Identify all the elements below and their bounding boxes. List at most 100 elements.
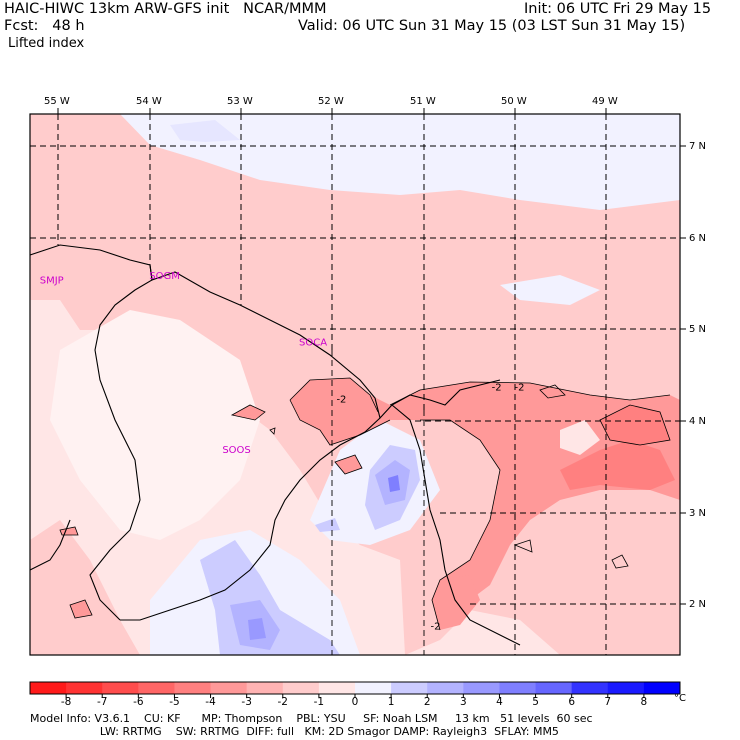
colorbar-swatch <box>102 682 139 694</box>
field-region <box>120 114 680 210</box>
station-label: SOOS <box>222 445 250 456</box>
contour-line <box>513 539 533 553</box>
header-title: HAIC-HIWC 13km ARW-GFS init NCAR/MMM <box>4 1 327 17</box>
contour-line <box>334 454 363 475</box>
colorbar-tick-label: 0 <box>351 696 359 708</box>
station-label: SOCA <box>299 338 327 349</box>
colorbar-swatch <box>571 682 609 694</box>
contour-line <box>59 526 79 536</box>
contour-line <box>420 419 501 631</box>
colorbar-swatch <box>138 682 175 694</box>
contour-line <box>611 554 629 569</box>
political-boundaries <box>29 244 521 646</box>
field-region <box>30 520 140 655</box>
contour-line <box>539 384 566 399</box>
colorbar-tick-label: -7 <box>96 696 108 708</box>
field-region <box>600 405 670 445</box>
border-suriname-french-guiana <box>89 264 153 621</box>
colorbar-swatch <box>355 682 392 694</box>
field-region <box>248 618 266 640</box>
colorbar-tick-label: 3 <box>459 696 467 708</box>
header-init: Init: 06 UTC Fri 29 May 15 <box>524 1 712 17</box>
colorbar-swatch <box>174 682 212 694</box>
contour-label: -2 <box>336 394 346 405</box>
lat-label: 3 N <box>689 508 707 519</box>
lat-label: 7 N <box>689 141 707 152</box>
map-frame <box>29 113 681 656</box>
colorbar-tick-label: 8 <box>640 696 648 708</box>
colorbar-unit: °C <box>674 693 686 704</box>
colorbar-swatch <box>318 682 356 694</box>
lat-label: 5 N <box>689 324 707 335</box>
field-region <box>50 310 260 540</box>
colorbar-tick-label: 6 <box>568 696 575 708</box>
lat-label: 2 N <box>689 599 707 610</box>
field-region <box>70 600 92 618</box>
field-region <box>560 420 600 455</box>
contour-line <box>389 381 671 406</box>
colorbar-swatch <box>463 682 500 694</box>
contour-label: -2 <box>492 383 502 394</box>
contour-line <box>289 377 379 413</box>
colorbar-tick-label: -5 <box>169 696 180 708</box>
lon-label: 51 W <box>410 96 436 107</box>
field-region <box>170 120 240 142</box>
graticule <box>30 114 680 655</box>
field-region <box>560 440 675 490</box>
colorbar-swatch <box>30 682 67 694</box>
coastline <box>29 244 501 420</box>
station-label: SOGM <box>149 271 180 282</box>
colorbar-tick-label: 2 <box>423 696 431 708</box>
lat-label: 4 N <box>689 416 707 427</box>
colorbar-tick-label: 4 <box>496 696 503 708</box>
colorbar-swatch <box>607 682 645 694</box>
colorbar-tick-label: -3 <box>241 696 252 708</box>
model-info-line2: LW: RRTMG SW: RRTMG DIFF: full KM: 2D Sm… <box>30 725 559 738</box>
colorbar-swatch <box>427 682 464 694</box>
station-label: SMJP <box>40 275 64 286</box>
colorbar-swatch <box>643 682 681 694</box>
colorbar-tick-label: 1 <box>387 696 395 708</box>
colorbar-tick-label: -6 <box>133 696 144 708</box>
lon-label: 53 W <box>227 96 253 107</box>
contour-line <box>69 599 93 619</box>
field-name: Lifted index <box>8 36 85 51</box>
field-region <box>440 575 480 630</box>
lon-label: 54 W <box>136 96 162 107</box>
colorbar-tick-label: 7 <box>604 696 612 708</box>
colorbar-swatch <box>535 682 573 694</box>
border-french-guiana-brazil <box>120 417 381 621</box>
lon-label: 49 W <box>592 96 618 107</box>
field-region <box>388 475 400 492</box>
colorbar-swatch <box>499 682 537 694</box>
map-field <box>30 114 680 655</box>
field-region <box>315 518 340 532</box>
contour-line <box>230 404 266 421</box>
header-fcst: Fcst: 48 h <box>4 18 85 34</box>
contour-labels: -2 -2 -2 -2 <box>336 383 524 633</box>
border-amapa-para <box>391 404 521 646</box>
contour-lines <box>59 377 671 631</box>
colorbar-swatch <box>210 682 248 694</box>
contour-line <box>269 427 276 435</box>
contour-line <box>599 404 671 446</box>
model-info-line1: Model Info: V3.6.1 CU: KF MP: Thompson P… <box>30 712 593 725</box>
colorbar-swatch <box>282 682 320 694</box>
border-guyana-suriname <box>29 519 71 571</box>
colorbar-swatch <box>66 682 103 694</box>
contour-label: -2 <box>431 622 441 633</box>
colorbar-tick-label: -1 <box>313 696 325 708</box>
contour-label: -2 <box>515 383 525 394</box>
colorbar <box>29 681 681 698</box>
colorbar-tick-label: -4 <box>205 696 216 708</box>
lon-label: 52 W <box>318 96 344 107</box>
station-labels: SMJP SOGM SOCA SOOS <box>40 271 327 456</box>
lon-label: 50 W <box>501 96 527 107</box>
colorbar-swatch <box>391 682 428 694</box>
colorbar-tick-label: -2 <box>277 696 288 708</box>
colorbar-swatch <box>246 682 284 694</box>
lon-label: 55 W <box>44 96 70 107</box>
field-region <box>232 405 265 420</box>
colorbar-tick-label: 5 <box>532 696 539 708</box>
